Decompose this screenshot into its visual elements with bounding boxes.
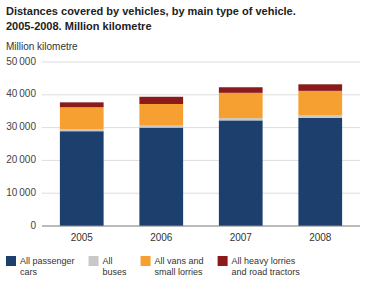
bar-segment <box>139 126 183 128</box>
legend-label-line: All passenger <box>20 256 75 266</box>
legend-label-line: All <box>103 256 113 266</box>
grid-line <box>42 226 360 227</box>
bar-segment <box>298 84 342 91</box>
bar-segment <box>298 115 342 117</box>
y-tick-label: 30 000 <box>6 121 36 132</box>
x-tick-label: 2007 <box>230 232 253 243</box>
x-axis-line <box>42 226 360 227</box>
grid <box>42 62 360 226</box>
bar-segment <box>60 129 104 131</box>
legend: All passengercars Allbuses All vans andsma… <box>6 256 300 277</box>
legend-label-line: small lorries <box>155 267 204 277</box>
x-tick-label: 2008 <box>309 232 332 243</box>
chart: Distances covered by vehicles, by main t… <box>0 0 370 306</box>
legend-label-line: All vans and <box>155 256 204 266</box>
bar-segment <box>298 91 342 116</box>
legend-label-line: cars <box>20 267 38 277</box>
bars <box>60 84 342 226</box>
y-axis-label: Million kilometre <box>6 41 78 52</box>
bar-segment <box>139 97 183 104</box>
bar-segment <box>60 131 104 226</box>
legend-label-line: buses <box>103 267 128 277</box>
bar-segment <box>219 93 263 118</box>
bar-segment <box>139 104 183 126</box>
legend-swatch <box>6 256 16 266</box>
legend-label-line: All heavy lorries <box>232 256 296 266</box>
legend-item: All vans andsmall lorries <box>141 256 204 277</box>
bar-segment <box>219 118 263 120</box>
grid-line <box>42 62 360 63</box>
y-axis: 0 10 000 20 000 30 000 40 000 50 000 <box>6 56 36 231</box>
legend-swatch <box>141 256 151 266</box>
bar-segment <box>60 107 104 129</box>
x-axis: 2005 2006 2007 2008 <box>42 226 360 243</box>
legend-swatch <box>89 256 99 266</box>
y-tick-label: 0 <box>30 220 36 231</box>
y-tick-label: 20 000 <box>6 154 36 165</box>
bar-segment <box>219 87 263 93</box>
legend-label-line: and road tractors <box>232 267 301 277</box>
y-tick-label: 50 000 <box>6 56 36 67</box>
legend-label: Allbuses <box>103 256 128 277</box>
bar-segment <box>139 128 183 226</box>
legend-item: All passengercars <box>6 256 75 277</box>
legend-label: All vans andsmall lorries <box>155 256 204 277</box>
legend-label: All heavy lorriesand road tractors <box>232 256 301 277</box>
legend-item: All heavy lorriesand road tractors <box>218 256 301 277</box>
legend-item: Allbuses <box>89 256 128 277</box>
bar-segment <box>298 118 342 226</box>
bar-segment <box>60 102 104 107</box>
x-tick-label: 2005 <box>71 232 94 243</box>
subtitle: 2005-2008. Million kilometre <box>6 20 152 32</box>
legend-label: All passengercars <box>20 256 75 277</box>
title: Distances covered by vehicles, by main t… <box>6 5 296 17</box>
x-tick-label: 2006 <box>150 232 173 243</box>
legend-swatch <box>218 256 228 266</box>
bar-segment <box>219 120 263 226</box>
y-tick-label: 40 000 <box>6 88 36 99</box>
y-tick-label: 10 000 <box>6 187 36 198</box>
